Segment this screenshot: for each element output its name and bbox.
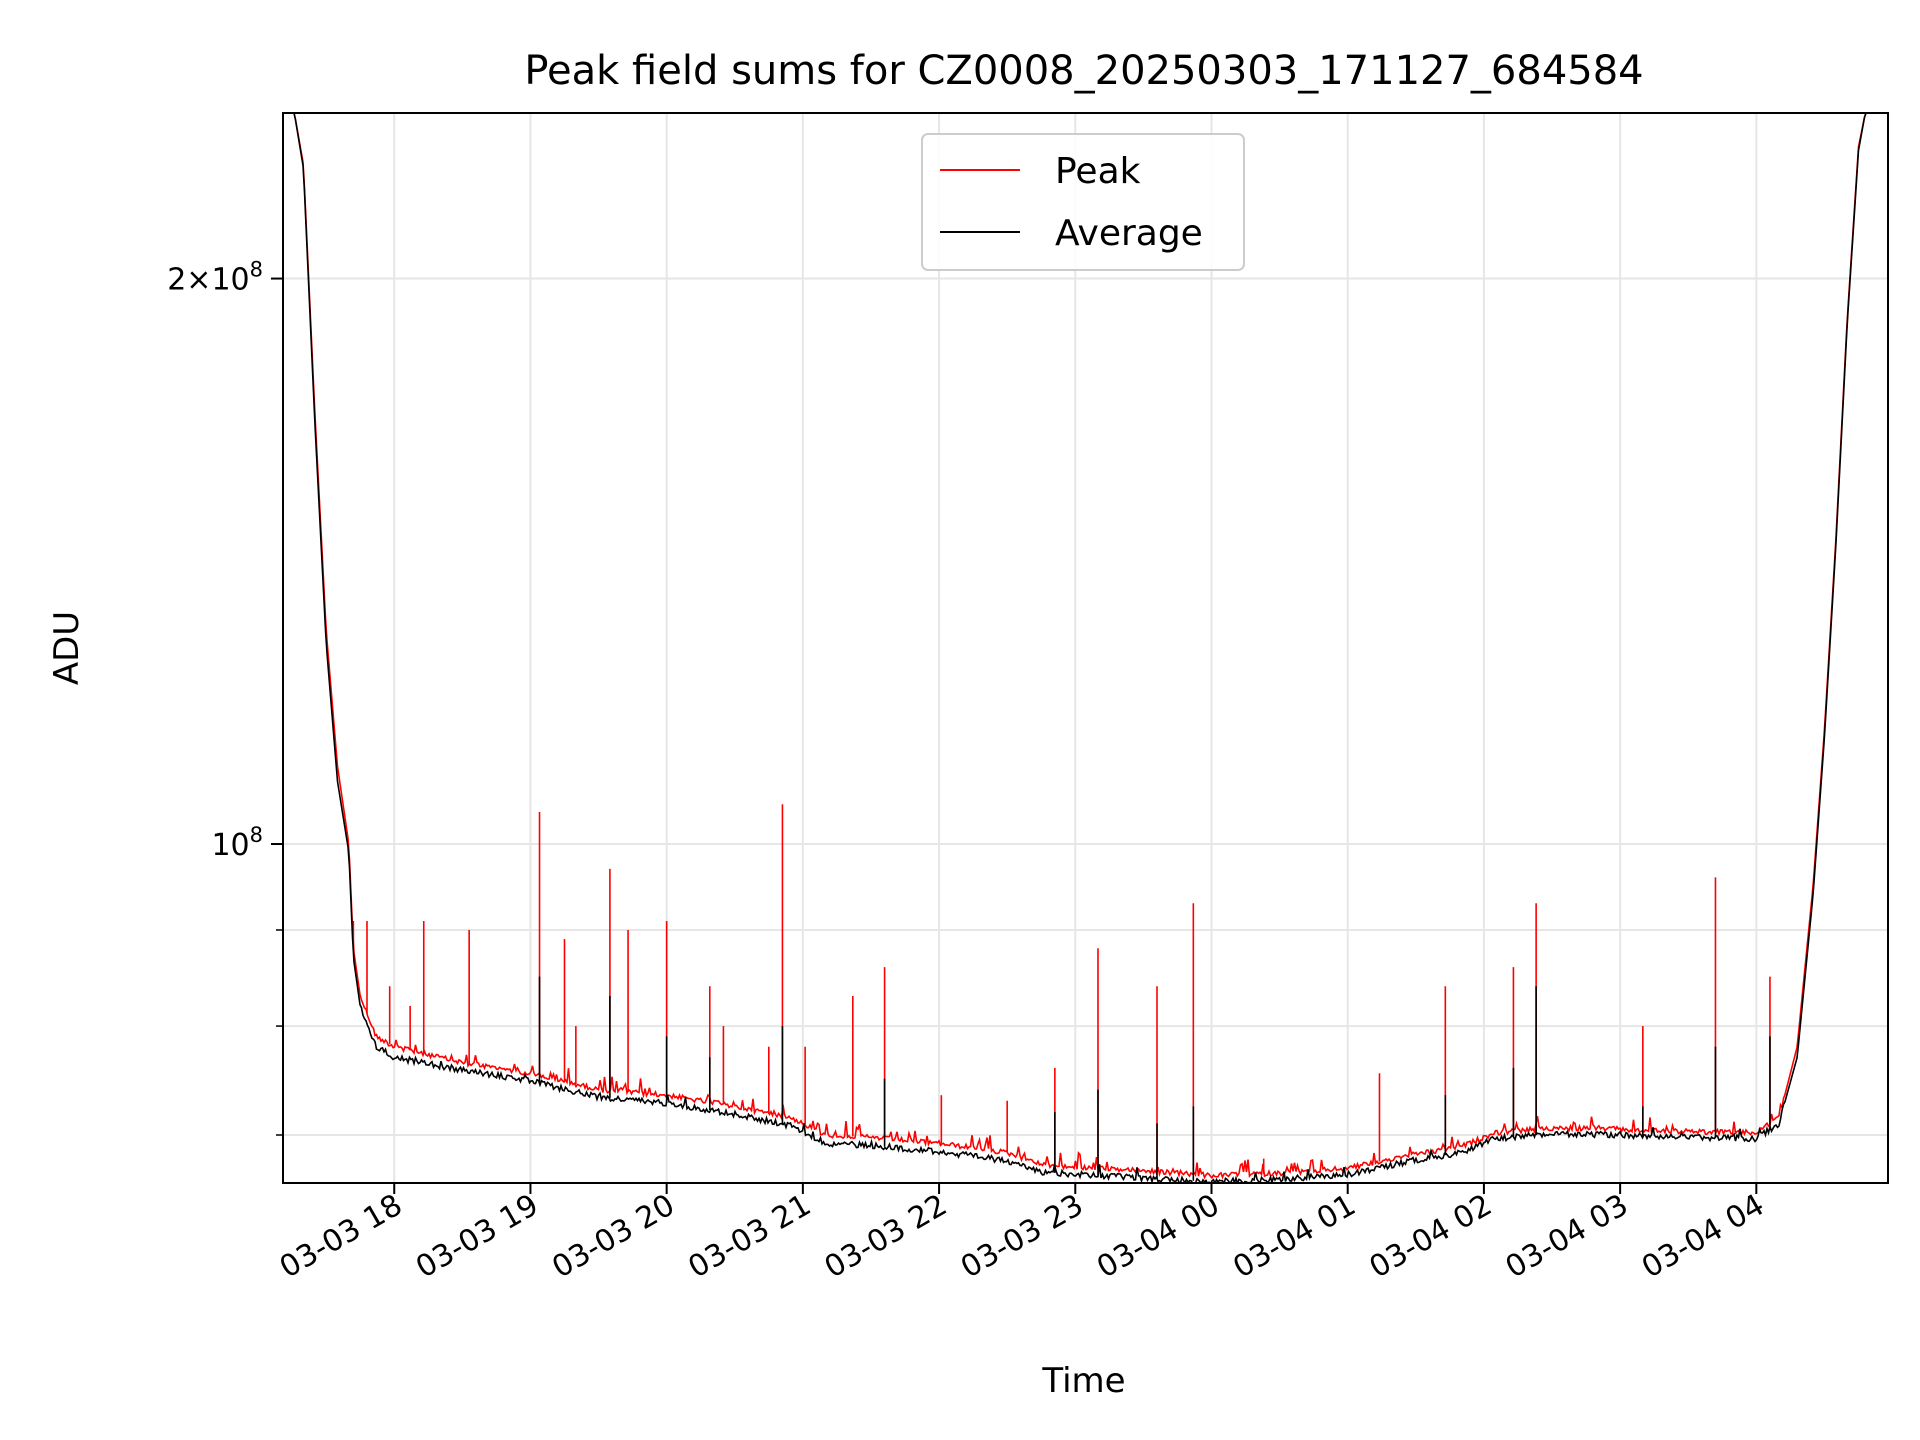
series-layer	[283, 113, 1888, 1183]
series-line	[283, 113, 1888, 1180]
legend-box	[921, 133, 1245, 271]
plot-frame	[282, 112, 1889, 1184]
y-tick-label: 108	[211, 823, 263, 863]
legend: Peak Average	[921, 133, 1245, 271]
series-line	[283, 113, 1888, 1183]
y-tick-label: 2×108	[167, 258, 263, 298]
y-axis-label: ADU	[47, 611, 87, 685]
series-average	[283, 113, 1888, 1183]
plot-background	[283, 113, 1888, 1183]
chart-title: Peak field sums for CZ0008_20250303_1711…	[524, 48, 1643, 94]
plot-area	[282, 112, 1889, 1184]
y-axis: 2×108 108	[167, 258, 283, 1136]
legend-label-average: Average	[1055, 213, 1203, 254]
x-axis-label: Time	[1041, 1361, 1125, 1401]
legend-label-peak: Peak	[1055, 151, 1141, 192]
grid	[283, 113, 1888, 1183]
